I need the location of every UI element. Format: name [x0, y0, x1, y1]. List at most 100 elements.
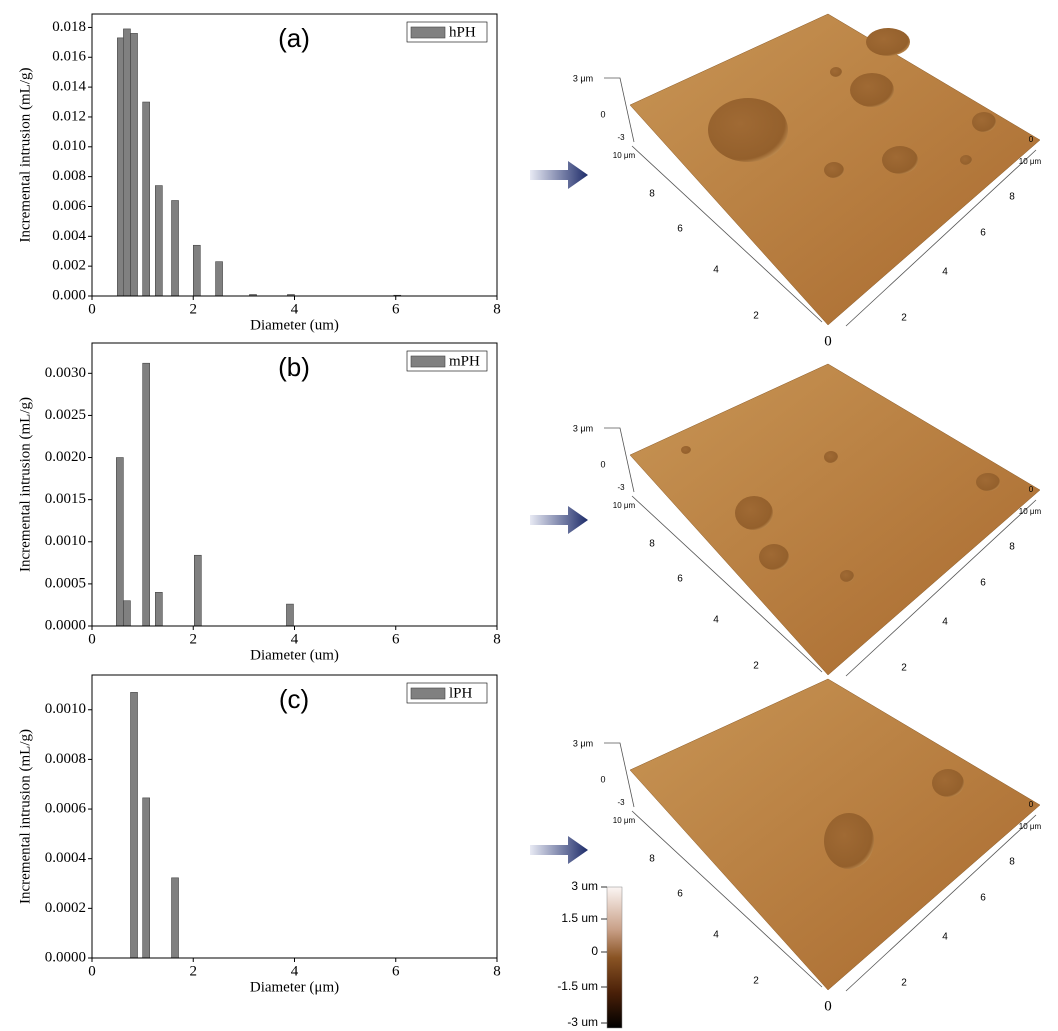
plot-frame	[91, 13, 498, 297]
colorbar-label: -1.5 um	[557, 979, 598, 993]
bar	[155, 185, 163, 297]
afm-pit	[830, 67, 842, 77]
colorbar-label: 1.5 um	[561, 911, 598, 925]
afm-y-label: 8	[649, 189, 655, 200]
afm-y-axis	[631, 145, 823, 323]
bar	[142, 362, 150, 627]
x-tick-label: 2	[190, 963, 198, 979]
bar	[171, 200, 179, 297]
x-tick-label: 6	[392, 963, 400, 979]
y-tick-label: 0.0006	[45, 800, 87, 816]
x-tick-label: 8	[493, 301, 501, 317]
afm-x-axis	[845, 149, 1037, 327]
afm-image: 3 μm 0 -3 10 μm 8 6 4 2 0 0 10 μm 8 6 4 2	[573, 678, 1042, 1014]
y-tick-label: 0.016	[52, 49, 86, 65]
afm-origin-label: 0	[824, 333, 832, 349]
x-tick-label: 0	[88, 631, 96, 647]
afm-image: 3 μm 0 -3 10 μm 8 6 4 2 0 0 10 μm 8 6 4 2	[573, 13, 1042, 349]
x-tick-label: 0	[88, 301, 96, 317]
afm-y-label: 6	[677, 574, 683, 585]
y-tick-label: 0.0002	[45, 900, 86, 916]
afm-x-axis	[845, 814, 1037, 992]
legend-swatch	[410, 26, 446, 39]
bar	[192, 244, 201, 297]
x-tick-label: 2	[190, 631, 198, 647]
legend-swatch	[410, 687, 446, 700]
y-axis-label: Incremental intrusion (mL/g)	[17, 397, 33, 572]
x-tick-label: 8	[493, 631, 501, 647]
colorbar-label: 0	[591, 944, 598, 958]
x-tick-label: 2	[190, 301, 198, 317]
bar	[116, 457, 124, 627]
y-axis-label: Incremental intrusion (mL/g)	[17, 68, 33, 243]
y-tick-label: 0.006	[52, 198, 86, 214]
afm-y-label: 2	[753, 976, 759, 987]
afm-pit	[972, 112, 996, 132]
colorbar-label: 3 um	[571, 879, 598, 893]
y-tick-label: 0.004	[52, 228, 86, 244]
x-tick-label: 4	[291, 301, 299, 317]
y-tick-label: 0.0008	[45, 751, 86, 767]
afm-y-label: 8	[649, 539, 655, 550]
y-tick-label: 0.008	[52, 168, 86, 184]
afm-x-label: 6	[980, 228, 986, 239]
afm-x-label: 10 μm	[1019, 822, 1042, 831]
x-tick-label: 4	[291, 963, 299, 979]
bar	[130, 692, 138, 959]
bar	[123, 28, 131, 297]
afm-x-label: 0	[1029, 485, 1034, 494]
plot-frame	[91, 342, 498, 627]
afm-pit	[976, 473, 1000, 491]
y-tick-label: 0.002	[52, 258, 86, 274]
y-tick-label: 0.0004	[45, 850, 87, 866]
bar	[130, 33, 138, 297]
bar	[215, 261, 223, 297]
afm-z-label: 3 μm	[573, 423, 593, 433]
afm-y-label: 2	[753, 661, 759, 672]
afm-y-label: 4	[713, 265, 719, 276]
afm-y-label: 4	[713, 930, 719, 941]
legend-label: hPH	[449, 24, 476, 40]
afm-origin-label: 0	[824, 998, 832, 1014]
y-tick-label: 0.0005	[45, 575, 86, 591]
afm-pit	[882, 146, 918, 174]
legend-swatch	[410, 355, 446, 368]
y-tick-label: 0.018	[52, 19, 86, 35]
y-tick-label: 0.0030	[45, 365, 86, 381]
afm-pit	[759, 544, 789, 570]
afm-pit	[708, 98, 788, 162]
y-tick-label: 0.0010	[45, 533, 86, 549]
afm-x-label: 8	[1009, 857, 1015, 868]
afm-z-label: 0	[600, 774, 605, 784]
afm-x-label: 8	[1009, 192, 1015, 203]
afm-y-label: 10 μm	[613, 151, 636, 160]
afm-x-label: 4	[942, 617, 948, 628]
legend-label: mPH	[449, 353, 480, 369]
y-tick-label: 0.000	[52, 287, 86, 303]
legend-label: lPH	[449, 685, 473, 701]
x-axis-label: Diameter (μm)	[250, 979, 339, 995]
panel-label: (c)	[279, 684, 309, 714]
afm-y-axis	[631, 810, 823, 988]
afm-y-label: 6	[677, 224, 683, 235]
afm-z-axis	[604, 427, 635, 493]
afm-z-label: 0	[600, 459, 605, 469]
afm-z-label: 0	[600, 109, 605, 119]
x-axis-label: Diameter (um)	[250, 647, 339, 663]
afm-x-label: 0	[1029, 135, 1034, 144]
afm-x-label: 4	[942, 932, 948, 943]
bar	[155, 592, 163, 627]
afm-z-label: -3	[617, 798, 625, 807]
x-tick-label: 8	[493, 963, 501, 979]
afm-y-label: 6	[677, 889, 683, 900]
afm-y-label: 4	[713, 615, 719, 626]
afm-pit	[850, 73, 894, 107]
panel-label: (a)	[278, 23, 310, 53]
afm-x-axis	[845, 499, 1037, 677]
afm-y-label: 10 μm	[613, 816, 636, 825]
y-axis-label: Incremental intrusion (mL/g)	[17, 729, 33, 904]
afm-y-label: 10 μm	[613, 501, 636, 510]
y-tick-label: 0.0010	[45, 701, 86, 717]
afm-pit	[932, 769, 964, 797]
